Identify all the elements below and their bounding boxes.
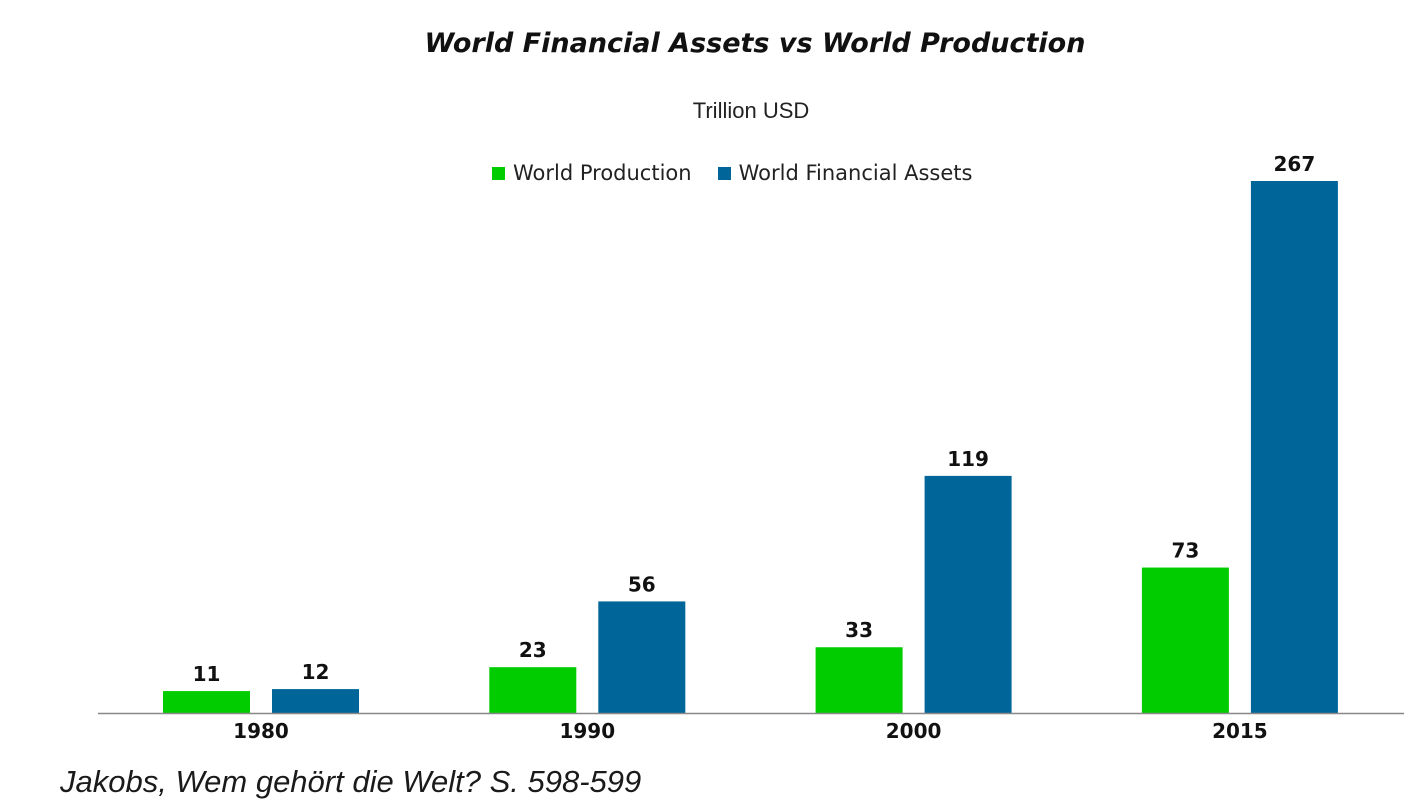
legend-label-world-financial-assets: World Financial Assets xyxy=(738,161,973,185)
legend-item-world-production: World Production xyxy=(492,161,692,185)
bar-world-production-2015 xyxy=(1141,567,1229,713)
data-label-world-production-2015: 73 xyxy=(1171,539,1199,563)
x-tick-label-1990: 1990 xyxy=(559,719,615,743)
data-label-world-production-1990: 23 xyxy=(519,638,547,662)
source-note: Jakobs, Wem gehört die Welt? S. 598-599 xyxy=(60,764,642,799)
legend-item-world-financial-assets: World Financial Assets xyxy=(717,161,973,185)
bar-world-production-1980 xyxy=(163,691,250,713)
chart-subtitle: Trillion USD xyxy=(692,98,810,123)
data-label-world-financial-assets-1990: 56 xyxy=(628,572,656,596)
bar-world-production-2000 xyxy=(815,647,903,713)
bar-world-financial-assets-1980 xyxy=(272,689,359,713)
x-tick-label-1980: 1980 xyxy=(233,719,289,743)
chart-title: World Financial Assets vs World Producti… xyxy=(424,28,1086,59)
data-label-world-financial-assets-1980: 12 xyxy=(302,660,330,684)
data-label-world-production-2000: 33 xyxy=(845,618,873,642)
x-tick-label-2015: 2015 xyxy=(1212,719,1268,743)
legend-swatch-world-financial-assets xyxy=(717,166,731,180)
bar-world-financial-assets-2015 xyxy=(1250,181,1338,713)
x-tick-label-2000: 2000 xyxy=(886,719,942,743)
chart-legend: World Production World Financial Assets xyxy=(492,161,998,185)
bar-world-financial-assets-2000 xyxy=(924,475,1012,713)
legend-label-world-production: World Production xyxy=(513,161,692,185)
data-label-world-production-1980: 11 xyxy=(193,662,221,686)
legend-swatch-world-production xyxy=(492,166,505,180)
data-label-world-financial-assets-2000: 119 xyxy=(947,447,989,471)
data-label-world-financial-assets-2015: 267 xyxy=(1274,152,1316,176)
bar-world-financial-assets-1990 xyxy=(598,601,686,713)
bar-world-production-1990 xyxy=(489,667,577,713)
